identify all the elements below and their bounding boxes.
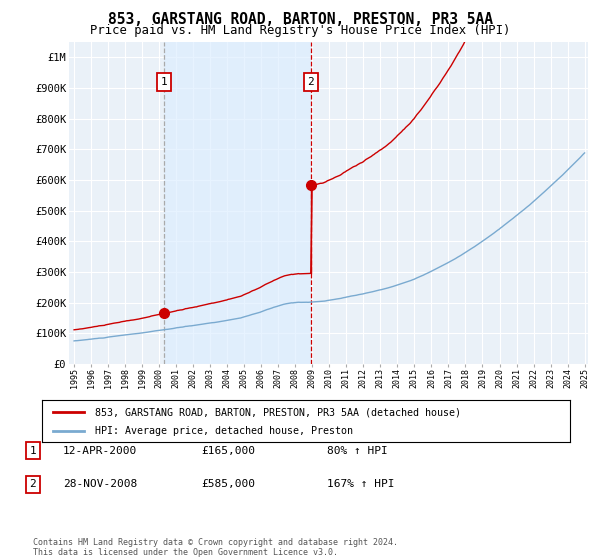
Text: £585,000: £585,000	[201, 479, 255, 489]
Text: HPI: Average price, detached house, Preston: HPI: Average price, detached house, Pres…	[95, 426, 353, 436]
Text: 853, GARSTANG ROAD, BARTON, PRESTON, PR3 5AA: 853, GARSTANG ROAD, BARTON, PRESTON, PR3…	[107, 12, 493, 27]
Text: £165,000: £165,000	[201, 446, 255, 456]
Text: Contains HM Land Registry data © Crown copyright and database right 2024.
This d: Contains HM Land Registry data © Crown c…	[33, 538, 398, 557]
Text: 2: 2	[307, 77, 314, 87]
Text: 28-NOV-2008: 28-NOV-2008	[63, 479, 137, 489]
Bar	[164, 42, 311, 364]
Text: 2: 2	[29, 479, 37, 489]
Text: 853, GARSTANG ROAD, BARTON, PRESTON, PR3 5AA (detached house): 853, GARSTANG ROAD, BARTON, PRESTON, PR3…	[95, 407, 461, 417]
Text: 80% ↑ HPI: 80% ↑ HPI	[327, 446, 388, 456]
Text: Price paid vs. HM Land Registry's House Price Index (HPI): Price paid vs. HM Land Registry's House …	[90, 24, 510, 37]
Text: 1: 1	[161, 77, 167, 87]
Text: 1: 1	[29, 446, 37, 456]
Text: 167% ↑ HPI: 167% ↑ HPI	[327, 479, 395, 489]
Text: 12-APR-2000: 12-APR-2000	[63, 446, 137, 456]
